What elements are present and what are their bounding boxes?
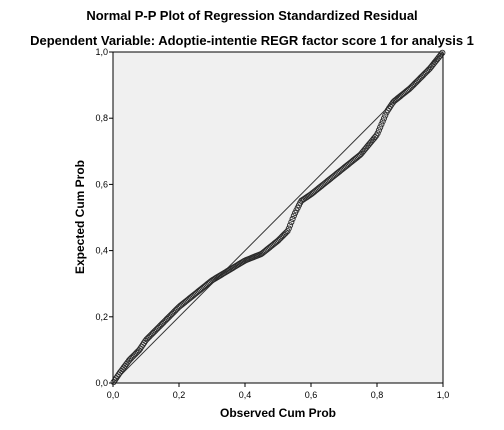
y-axis-ticks: 0,0 0,2 0,4 0,6 0,8 1,0 — [95, 47, 113, 388]
x-tick-label: 0,8 — [371, 390, 384, 400]
data-point — [377, 124, 384, 131]
data-point — [285, 225, 292, 232]
x-tick-label: 1,0 — [437, 390, 450, 400]
x-tick-label: 0,0 — [107, 390, 120, 400]
data-point — [380, 115, 388, 122]
y-axis-label: Expected Cum Prob — [73, 160, 87, 274]
chart-title: Normal P-P Plot of Regression Standardiz… — [86, 8, 417, 23]
data-point — [375, 127, 382, 134]
y-tick-label: 1,0 — [95, 47, 108, 57]
x-tick-label: 0,6 — [305, 390, 318, 400]
data-point — [438, 51, 445, 58]
data-point — [287, 222, 294, 229]
data-points — [110, 49, 446, 386]
data-point — [382, 112, 389, 119]
data-point — [374, 130, 381, 137]
data-point — [378, 121, 385, 128]
y-tick-label: 0,0 — [95, 378, 108, 388]
data-point — [288, 219, 295, 226]
y-tick-label: 0,4 — [95, 246, 108, 256]
chart-subtitle: Dependent Variable: Adoptie-intentie REG… — [30, 33, 474, 48]
x-axis-ticks: 0,0 0,2 0,4 0,6 0,8 1,0 — [107, 383, 450, 400]
x-axis-label: Observed Cum Prob — [220, 406, 336, 420]
data-point — [289, 215, 296, 223]
y-tick-label: 0,2 — [95, 312, 108, 322]
y-tick-label: 0,8 — [95, 113, 108, 123]
y-tick-label: 0,6 — [95, 179, 108, 189]
data-point — [379, 118, 386, 125]
x-tick-label: 0,2 — [173, 390, 186, 400]
x-tick-label: 0,4 — [239, 390, 252, 400]
data-point — [439, 49, 446, 56]
data-point — [290, 212, 297, 219]
